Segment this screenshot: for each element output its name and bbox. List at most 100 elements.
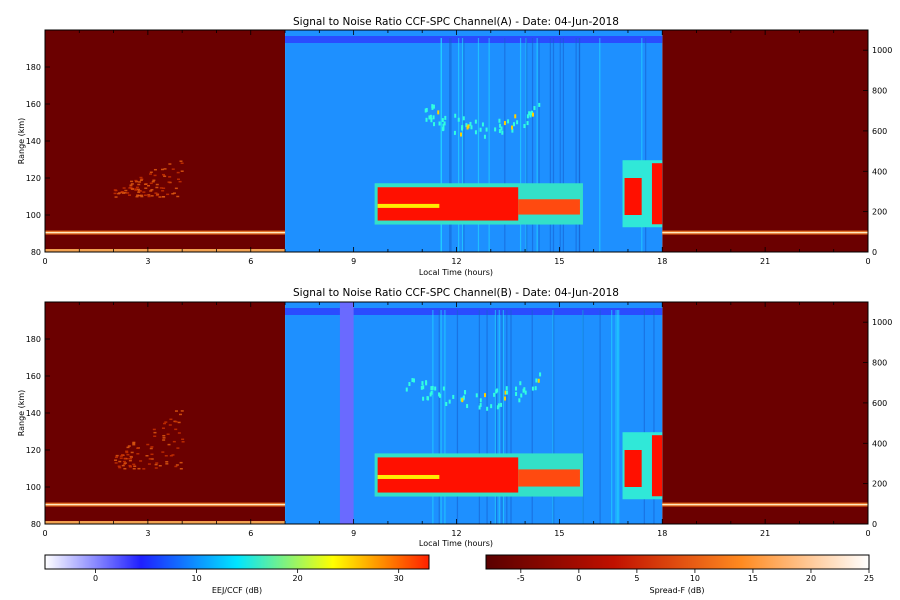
plume-streak xyxy=(123,457,127,460)
interference-streak xyxy=(495,310,498,524)
panel-a-title: Signal to Noise Ratio CCF-SPC Channel(A)… xyxy=(293,16,619,28)
plume-streak xyxy=(166,433,170,435)
diffuse-echo-cell xyxy=(512,122,515,127)
colorbar-eej: 0 10 20 30 EEJ/CCF (dB) xyxy=(44,554,430,595)
plume-streak xyxy=(179,160,183,162)
plume-streak xyxy=(124,189,128,192)
diffuse-echo-cell xyxy=(475,393,478,398)
plume-streak xyxy=(128,187,132,189)
plume-streak xyxy=(163,422,167,425)
interference-streak xyxy=(552,38,555,252)
diffuse-echo-cell xyxy=(526,114,529,119)
bottom-edge-band xyxy=(45,249,286,252)
plume-streak xyxy=(123,192,127,194)
plume-streak xyxy=(162,439,166,441)
plume-streak xyxy=(129,186,133,188)
plume-streak xyxy=(144,187,148,189)
diffuse-echo-cell xyxy=(444,115,447,120)
plume-streak xyxy=(166,193,170,196)
plume-streak xyxy=(169,455,173,457)
plume-streak xyxy=(130,188,134,190)
diffuse-echo-cell xyxy=(534,386,537,391)
plume-streak xyxy=(122,460,126,463)
plume-streak xyxy=(125,457,129,460)
plume-streak xyxy=(135,180,139,183)
x-tick-label: 0 xyxy=(42,529,47,538)
plume-streak xyxy=(142,468,146,470)
diffuse-echo-cell xyxy=(430,386,433,391)
diffuse-echo-cell xyxy=(520,393,523,398)
colorbar-tick-label: -5 xyxy=(517,574,525,583)
plume-streak xyxy=(115,454,119,457)
interference-streak xyxy=(461,38,464,252)
interference-streak xyxy=(549,38,551,252)
diffuse-echo-cell xyxy=(518,398,521,403)
plume-streak xyxy=(154,463,158,466)
plume-streak xyxy=(178,180,182,183)
colorbar-eej-label: EEJ/CCF (dB) xyxy=(212,586,262,595)
plume-streak xyxy=(118,460,122,463)
plume-streak xyxy=(156,193,160,196)
x-tick-label: 0 xyxy=(865,257,870,266)
colorbar-tick-label: 20 xyxy=(293,574,303,583)
diffuse-echo-cell xyxy=(507,119,510,124)
colorbar-tick-label: 25 xyxy=(864,574,874,583)
plume-streak xyxy=(151,180,155,183)
plume-streak xyxy=(132,443,136,446)
plume-streak xyxy=(137,467,141,470)
plume-streak xyxy=(161,190,165,192)
diffuse-echo-cell xyxy=(535,378,538,383)
diffuse-echo-cell xyxy=(411,378,414,383)
day-top-strip xyxy=(285,308,663,315)
diffuse-echo-cell xyxy=(442,386,445,391)
x-tick-label: 0 xyxy=(865,529,870,538)
interference-streak xyxy=(478,310,480,524)
plume-streak xyxy=(153,435,157,437)
plume-streak xyxy=(179,413,183,416)
plume-streak xyxy=(114,189,118,192)
x-tick-label: 6 xyxy=(248,257,253,266)
plume-streak xyxy=(132,463,136,466)
diffuse-echo-cell xyxy=(461,126,464,131)
diffuse-echo-cell xyxy=(522,388,525,393)
plume-streak xyxy=(177,432,181,434)
plume-streak xyxy=(147,194,151,196)
interference-streak xyxy=(559,38,561,252)
diffuse-echo-cell xyxy=(448,399,451,404)
colorbar-spread-f-gradient xyxy=(485,554,870,570)
bright-band-core xyxy=(662,231,868,234)
plume-streak xyxy=(135,186,139,189)
panel-b-title: Signal to Noise Ratio CCF-SPC Channel(B)… xyxy=(293,287,619,299)
colorbar-tick-label: 0 xyxy=(93,574,98,583)
panel-a-axes: 0 3 6 9 12 15 18 21 0801001201401601800200400600… xyxy=(26,30,892,266)
plume-streak xyxy=(167,443,171,446)
plume-streak xyxy=(150,189,154,191)
diffuse-echo-cell xyxy=(495,389,498,394)
diffuse-echo-cell xyxy=(538,102,541,107)
y2-tick-label: 600 xyxy=(872,399,887,408)
x-tick-label: 9 xyxy=(351,257,356,266)
interference-streak xyxy=(488,38,490,252)
plume-streak xyxy=(132,442,136,445)
night-segment xyxy=(662,302,868,524)
plume-streak xyxy=(134,189,138,191)
plume-streak xyxy=(164,421,168,423)
plume-streak xyxy=(128,459,132,462)
y-tick-label: 80 xyxy=(31,248,41,257)
plume-streak xyxy=(158,196,162,198)
y2-tick-label: 0 xyxy=(872,520,877,529)
diffuse-echo-cell xyxy=(533,106,536,111)
diffuse-echo-cell xyxy=(441,118,444,123)
plume-streak xyxy=(121,464,125,467)
interference-streak xyxy=(575,38,577,252)
interference-streak xyxy=(450,38,452,252)
plume-streak xyxy=(150,458,154,460)
y2-tick-label: 400 xyxy=(872,439,887,448)
diffuse-echo-cell xyxy=(466,125,469,130)
diffuse-echo-cell xyxy=(457,117,460,122)
diffuse-echo-cell xyxy=(434,386,437,391)
interference-streak xyxy=(615,310,617,524)
plume-streak xyxy=(149,182,153,185)
plume-streak xyxy=(146,443,150,446)
y-tick-label: 120 xyxy=(26,446,41,455)
